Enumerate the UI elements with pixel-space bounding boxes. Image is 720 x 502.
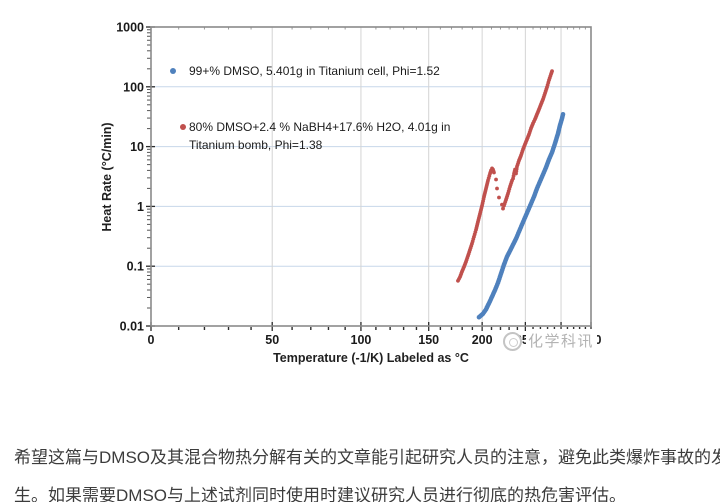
svg-text:100: 100 bbox=[123, 80, 144, 94]
watermark-logo-icon bbox=[503, 331, 522, 351]
svg-text:50: 50 bbox=[265, 333, 279, 347]
svg-text:100: 100 bbox=[351, 333, 372, 347]
legend-label-mixture-line2: Titanium bomb, Phi=1.38 bbox=[189, 138, 323, 152]
x-axis-title: Temperature (-1/K) Labeled as °C bbox=[273, 351, 469, 365]
legend-entry-mixture: 80% DMSO+2.4 % NaBH4+17.6% H2O, 4.01g in… bbox=[189, 118, 450, 154]
svg-text:200: 200 bbox=[472, 333, 493, 347]
svg-text:0: 0 bbox=[148, 333, 155, 347]
y-axis-title: Heat Rate (°C/min) bbox=[100, 122, 114, 232]
svg-text:0.01: 0.01 bbox=[120, 320, 144, 334]
svg-text:0.1: 0.1 bbox=[127, 260, 144, 274]
watermark: 化学科讯 bbox=[503, 329, 598, 353]
watermark-text: 化学科讯 bbox=[526, 329, 598, 353]
plot-area: 05010015020025030035010001001010.10.01 bbox=[116, 21, 601, 348]
svg-text:1: 1 bbox=[137, 200, 144, 214]
svg-text:1000: 1000 bbox=[116, 21, 144, 35]
heat-rate-chart: 05010015020025030035010001001010.10.01 H… bbox=[100, 21, 601, 366]
legend-marker-mixture bbox=[180, 124, 186, 130]
svg-text:150: 150 bbox=[418, 333, 439, 347]
legend-label-mixture-line1: 80% DMSO+2.4 % NaBH4+17.6% H2O, 4.01g in bbox=[189, 120, 451, 134]
caption-line-2: 生。如果需要DMSO与上述试剂同时使用时建议研究人员进行彻底的热危害评估。 bbox=[14, 486, 626, 502]
legend-label-dmso: 99+% DMSO, 5.401g in Titanium cell, Phi=… bbox=[189, 64, 440, 78]
legend-marker-dmso bbox=[170, 68, 176, 74]
caption-line-1: 希望这篇与DMSO及其混合物热分解有关的文章能引起研究人员的注意，避免此类爆炸事… bbox=[14, 448, 720, 467]
svg-text:10: 10 bbox=[130, 140, 144, 154]
legend-entry-dmso: 99+% DMSO, 5.401g in Titanium cell, Phi=… bbox=[189, 62, 440, 80]
